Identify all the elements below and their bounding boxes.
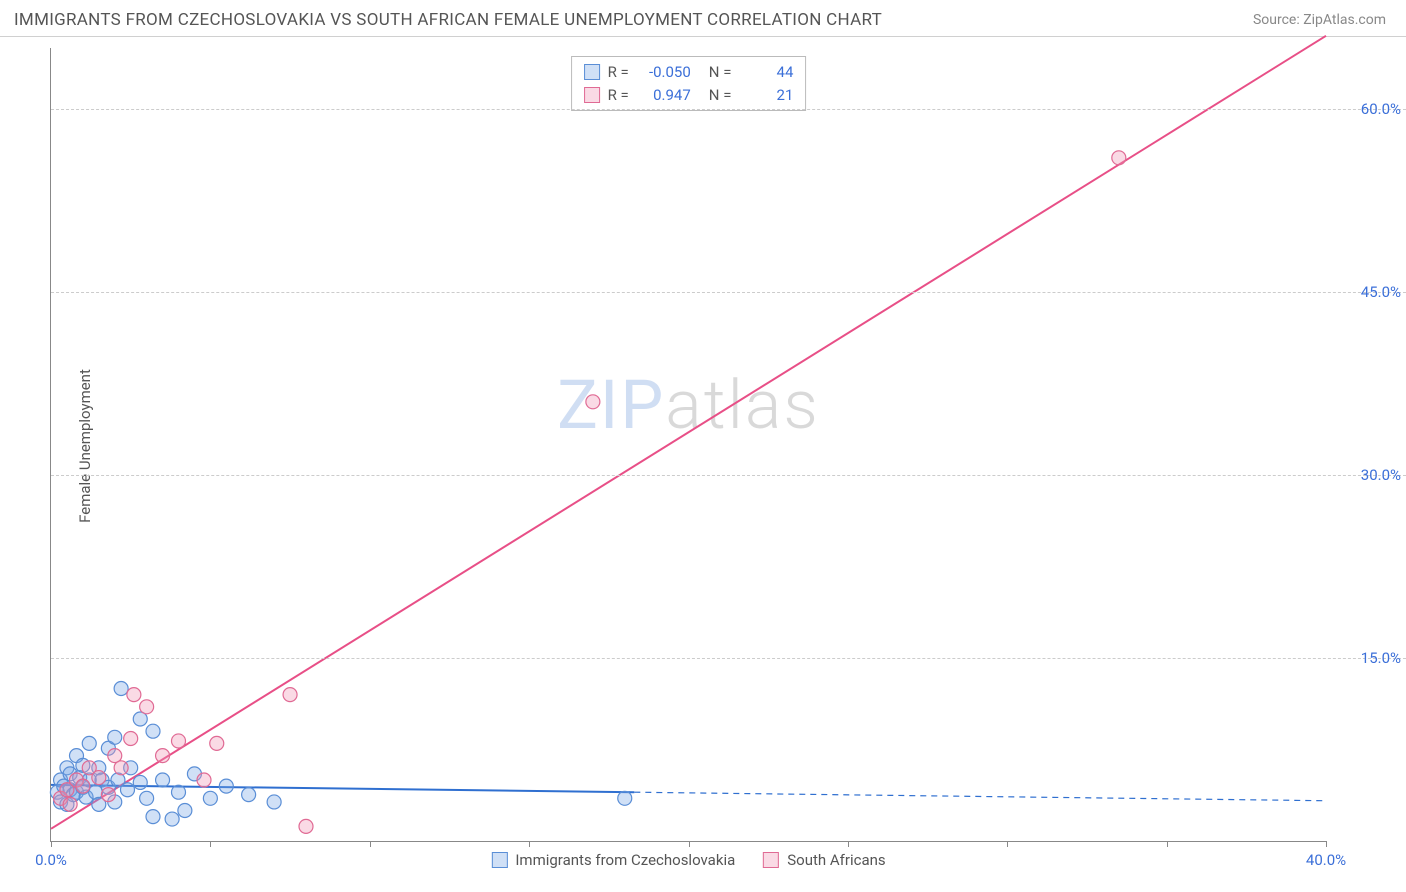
legend-swatch-blue <box>491 852 507 868</box>
legend-item-pink: South Africans <box>763 851 885 869</box>
x-tick <box>1167 841 1168 847</box>
chart-svg <box>51 48 1326 841</box>
y-tick-label: 15.0% <box>1361 649 1401 667</box>
gridline <box>51 475 1406 476</box>
y-tick-label: 30.0% <box>1361 466 1401 484</box>
chart-source: Source: ZipAtlas.com <box>1253 12 1386 28</box>
x-tick <box>210 841 211 847</box>
chart-header: IMMIGRANTS FROM CZECHOSLOVAKIA VS SOUTH … <box>0 0 1406 37</box>
legend-label-blue: Immigrants from Czechoslovakia <box>515 851 735 869</box>
r-label: R = <box>608 61 629 84</box>
x-tick-label: 40.0% <box>1306 851 1346 869</box>
legend-item-blue: Immigrants from Czechoslovakia <box>491 851 735 869</box>
x-tick <box>848 841 849 847</box>
x-tick <box>370 841 371 847</box>
r-value-blue: -0.050 <box>637 61 691 84</box>
legend-swatch-blue <box>584 64 600 80</box>
x-tick <box>1007 841 1008 847</box>
correlation-legend-row-blue: R = -0.050 N = 44 <box>584 61 794 84</box>
r-label: R = <box>608 84 629 107</box>
correlation-legend-row-pink: R = 0.947 N = 21 <box>584 84 794 107</box>
gridline <box>51 109 1406 110</box>
gridline <box>51 658 1406 659</box>
n-value-pink: 21 <box>739 84 793 107</box>
x-tick <box>1326 841 1327 847</box>
legend-swatch-pink <box>763 852 779 868</box>
legend-label-pink: South Africans <box>787 851 885 869</box>
x-tick <box>529 841 530 847</box>
n-label: N = <box>709 84 732 107</box>
y-tick-label: 45.0% <box>1361 283 1401 301</box>
x-tick <box>689 841 690 847</box>
correlation-legend: R = -0.050 N = 44 R = 0.947 N = 21 <box>571 56 807 111</box>
chart-title: IMMIGRANTS FROM CZECHOSLOVAKIA VS SOUTH … <box>14 10 882 30</box>
gridline <box>51 292 1406 293</box>
r-value-pink: 0.947 <box>637 84 691 107</box>
n-value-blue: 44 <box>739 61 793 84</box>
series-legend: Immigrants from Czechoslovakia South Afr… <box>491 851 885 869</box>
n-label: N = <box>709 61 732 84</box>
legend-swatch-pink <box>584 87 600 103</box>
chart-plot-area: ZIPatlas R = -0.050 N = 44 R = 0.947 N =… <box>50 48 1326 842</box>
x-tick <box>51 841 52 847</box>
x-tick-label: 0.0% <box>35 851 67 869</box>
y-tick-label: 60.0% <box>1361 100 1401 118</box>
